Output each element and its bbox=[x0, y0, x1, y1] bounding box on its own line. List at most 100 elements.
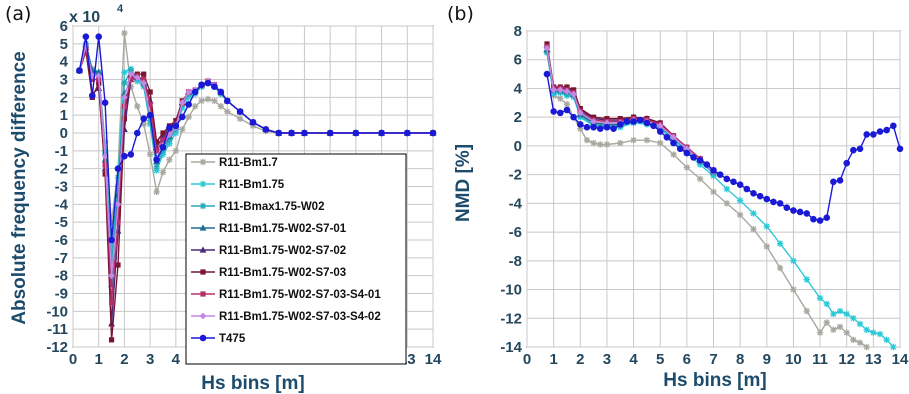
data-point bbox=[95, 68, 103, 75]
data-point bbox=[543, 70, 551, 78]
data-point bbox=[140, 120, 147, 128]
data-point bbox=[108, 272, 115, 280]
x-tick-label: 14 bbox=[892, 351, 909, 368]
data-point bbox=[850, 146, 857, 154]
legend-marker bbox=[199, 246, 207, 253]
data-point bbox=[830, 310, 837, 318]
data-point bbox=[101, 99, 109, 106]
x-tick-label: 4 bbox=[629, 351, 638, 368]
data-point bbox=[198, 97, 205, 105]
data-point bbox=[576, 109, 584, 117]
data-point bbox=[790, 207, 797, 214]
legend-box bbox=[185, 153, 407, 365]
data-point bbox=[816, 329, 824, 336]
data-point bbox=[843, 159, 851, 167]
data-point bbox=[153, 188, 160, 196]
data-point bbox=[683, 149, 691, 157]
data-point bbox=[716, 171, 724, 178]
data-point bbox=[597, 141, 604, 148]
y-tick-label: -12 bbox=[500, 310, 522, 327]
data-point bbox=[843, 310, 850, 318]
data-point bbox=[550, 86, 558, 94]
data-point bbox=[850, 315, 857, 322]
data-point bbox=[101, 138, 109, 146]
data-point bbox=[121, 152, 128, 160]
data-point bbox=[670, 139, 677, 147]
data-point bbox=[217, 88, 225, 96]
data-point bbox=[159, 151, 167, 158]
x-tick-label: 3 bbox=[603, 351, 611, 368]
data-point bbox=[127, 70, 135, 78]
data-point bbox=[134, 78, 141, 85]
panel-b: (b) 0 1 2 3 4 5 6 7 8 9 10 11 12 13 14 -14-12-10-8-6-4… bbox=[447, 3, 909, 391]
data-point bbox=[683, 164, 691, 171]
y-tick-label: 4 bbox=[60, 54, 69, 71]
legend-label: R11-Bm1.75-W02-S7-01 bbox=[219, 223, 347, 235]
data-point bbox=[121, 90, 128, 97]
data-point bbox=[153, 156, 160, 164]
data-point bbox=[856, 320, 864, 328]
data-point bbox=[557, 109, 564, 117]
data-point bbox=[82, 33, 90, 41]
data-point bbox=[736, 211, 744, 219]
data-point bbox=[670, 133, 677, 141]
data-point bbox=[783, 204, 791, 211]
data-point bbox=[563, 106, 571, 114]
y-tick-label: -1 bbox=[55, 143, 68, 160]
data-point bbox=[127, 67, 135, 74]
y-tick-label: 0 bbox=[60, 125, 68, 142]
series-T475 bbox=[76, 33, 437, 244]
legend-item: R11-Bm1.75-W02-S7-01 bbox=[191, 223, 347, 235]
data-point bbox=[603, 141, 611, 148]
data-point bbox=[763, 223, 770, 230]
data-point bbox=[770, 198, 777, 206]
data-point bbox=[198, 81, 205, 89]
data-point bbox=[166, 156, 173, 163]
data-point bbox=[160, 137, 166, 143]
data-point bbox=[636, 116, 644, 124]
data-point bbox=[590, 123, 597, 131]
data-point bbox=[590, 118, 598, 125]
data-point bbox=[217, 103, 225, 110]
data-point bbox=[643, 119, 651, 127]
x-tick-label: 1 bbox=[549, 351, 557, 368]
data-point bbox=[95, 33, 103, 41]
data-point bbox=[108, 258, 115, 265]
y-tick-label: -6 bbox=[55, 232, 68, 249]
data-point bbox=[803, 210, 811, 217]
data-point bbox=[830, 326, 837, 333]
y-tick-label: -10 bbox=[500, 282, 522, 299]
data-point bbox=[657, 139, 664, 147]
y-tick-label: 6 bbox=[514, 52, 522, 69]
data-point bbox=[236, 115, 244, 122]
data-point bbox=[617, 116, 623, 122]
data-point bbox=[617, 139, 624, 147]
data-point bbox=[429, 129, 437, 137]
legend-item: T475 bbox=[191, 333, 246, 345]
panel-b-x-ticks: 0 1 2 3 4 5 6 7 8 9 10 11 12 13 14 bbox=[523, 351, 909, 368]
legend-label: R11-Bm1.75-W02-S7-03 bbox=[219, 267, 346, 279]
data-point bbox=[301, 129, 308, 137]
data-point bbox=[179, 126, 186, 133]
data-point bbox=[863, 343, 870, 351]
data-point bbox=[856, 145, 864, 153]
data-point bbox=[147, 89, 153, 95]
data-point bbox=[863, 131, 870, 138]
data-point bbox=[836, 307, 844, 315]
data-point bbox=[403, 129, 411, 137]
data-point bbox=[114, 165, 122, 172]
legend-marker bbox=[199, 334, 207, 342]
data-point bbox=[750, 210, 757, 217]
data-point bbox=[690, 154, 697, 161]
data-point bbox=[236, 108, 244, 115]
x-tick-label: 7 bbox=[709, 351, 717, 368]
data-point bbox=[95, 72, 103, 80]
data-point bbox=[224, 108, 231, 115]
legend-marker bbox=[200, 269, 206, 275]
data-point bbox=[185, 94, 192, 101]
legend-marker bbox=[199, 224, 207, 231]
data-point bbox=[596, 125, 604, 132]
data-point bbox=[816, 294, 824, 302]
